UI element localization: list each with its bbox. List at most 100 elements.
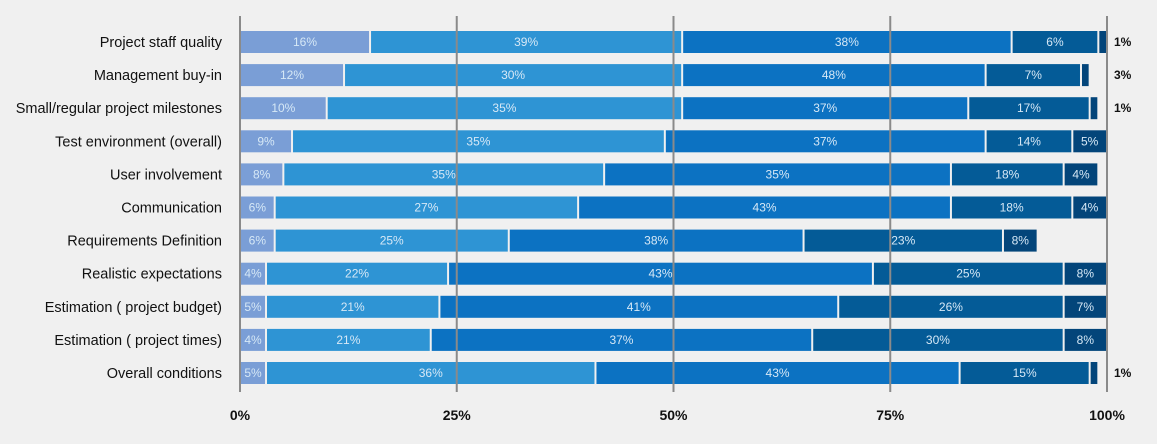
bar-segment [683,64,985,87]
segment-value-label: 30% [926,333,950,347]
segment-value-label: 4% [1081,201,1099,215]
bar-segment [951,163,1063,186]
segment-value-label: 27% [414,201,438,215]
segment-value-label: 18% [1000,201,1024,215]
category-label: Project staff quality [100,35,223,51]
bar-segment [665,130,985,153]
bar-segment [1099,31,1106,53]
bar-segment [1003,229,1037,252]
bar-segment [440,295,838,318]
bar-segment [579,196,950,219]
bar-segment [241,31,370,53]
segment-value-label: 6% [249,234,267,248]
bar-segment [241,295,266,318]
segment-value-label: 5% [244,366,262,380]
segment-value-label: 22% [345,267,369,281]
segment-value-label: 38% [835,35,859,49]
category-label: Test environment (overall) [55,134,222,150]
bar-segment [275,229,508,252]
segment-value-label: 9% [257,134,275,148]
bar-segment [241,229,274,252]
x-tick-label: 50% [659,407,688,423]
segment-value-label: 4% [1072,167,1090,181]
bar-segment [986,130,1072,153]
segment-value-label: 26% [939,300,963,314]
category-label: Requirements Definition [67,234,222,250]
segment-value-label: 6% [249,201,267,215]
bar-segment [1064,262,1106,285]
bar-segment [683,31,1011,53]
bar-segment [873,262,1063,285]
bar-segment [284,163,604,186]
bar-segment [267,295,439,318]
segment-value-label: 36% [419,366,443,380]
segment-value-label: 5% [244,300,262,314]
bar-segment [241,362,266,384]
segment-value-label: 18% [995,167,1019,181]
category-labels: Project staff quality Management buy-in Sm… [16,35,223,382]
category-label: Realistic expectations [82,267,222,283]
bar-segment [241,130,292,153]
outside-value-label: 1% [1114,366,1132,380]
segment-value-label: 6% [1046,35,1064,49]
segment-value-label: 25% [956,267,980,281]
bar-segment [683,97,968,120]
x-tick-label: 100% [1089,407,1125,423]
segment-value-label: 7% [1077,300,1095,314]
bar-segment [1064,295,1106,318]
segment-value-label: 25% [380,234,404,248]
bar-segment [1064,163,1098,186]
segment-value-label: 35% [492,101,516,115]
bar-segment [1073,130,1106,153]
segment-value-label: 37% [813,101,837,115]
bar-segment [969,97,1089,120]
segment-value-label: 4% [244,267,262,281]
segment-value-label: 43% [753,201,777,215]
category-label: Overall conditions [107,366,222,382]
bar-segment [267,262,448,285]
bar-segment [431,328,812,351]
bar-segment [345,64,682,87]
category-label: Small/regular project milestones [16,101,222,117]
segment-value-label: 37% [813,134,837,148]
segment-value-label: 10% [271,101,295,115]
bar-segment [605,163,950,186]
bar-segment [371,31,682,53]
x-tick-label: 25% [443,407,472,423]
bar-segment [839,295,1063,318]
category-label: User involvement [110,167,222,183]
bar-segment [596,362,959,384]
segment-value-label: 8% [253,167,271,181]
grid-layer [239,16,1108,392]
segment-value-label: 35% [466,134,490,148]
segment-value-label: 8% [1077,333,1095,347]
bar-segment [1073,196,1106,219]
bar-segment [327,97,682,120]
bar-segment [1012,31,1098,53]
segment-value-label: 35% [432,167,456,181]
segment-value-label: 37% [609,333,633,347]
segment-labels: 16% 39% 38% 6% 1% 12% 30% 48% 7% 3% 10% 35% 37% 17% 1%… [244,35,1131,380]
segment-value-label: 17% [1017,101,1041,115]
bars-layer [241,31,1106,384]
bar-segment [241,64,344,87]
bar-segment [1064,328,1106,351]
x-tick-label: 0% [230,407,251,423]
segment-value-label: 39% [514,35,538,49]
segment-value-label: 30% [501,68,525,82]
bar-segment [1081,64,1089,87]
x-tick-labels: 0% 25% 50% 75% 100% [230,407,1126,423]
bar-segment [986,64,1080,87]
bar-segment [804,229,1002,252]
segment-value-label: 4% [244,333,262,347]
segment-value-label: 16% [293,35,317,49]
bar-segment [275,196,578,219]
bar-segment [267,362,595,384]
bar-segment [241,262,266,285]
bar-segment [241,163,283,186]
bar-segment [267,328,430,351]
segment-value-label: 15% [1013,366,1037,380]
bar-segment [960,362,1089,384]
segment-value-label: 35% [766,167,790,181]
